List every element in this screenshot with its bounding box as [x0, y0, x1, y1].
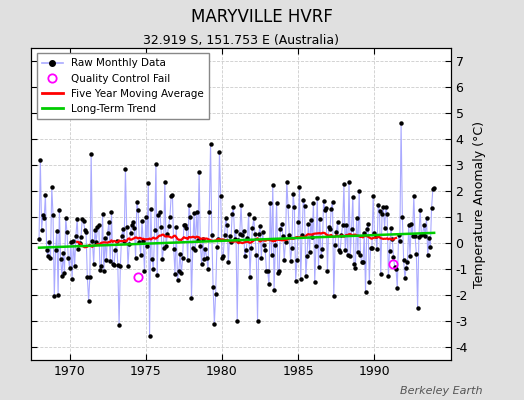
Title: 32.919 S, 151.753 E (Australia): 32.919 S, 151.753 E (Australia) [143, 34, 339, 47]
Y-axis label: Temperature Anomaly (°C): Temperature Anomaly (°C) [473, 120, 486, 288]
Legend: Raw Monthly Data, Quality Control Fail, Five Year Moving Average, Long-Term Tren: Raw Monthly Data, Quality Control Fail, … [37, 53, 209, 119]
Text: Berkeley Earth: Berkeley Earth [400, 386, 482, 396]
Text: MARYVILLE HVRF: MARYVILLE HVRF [191, 8, 333, 26]
